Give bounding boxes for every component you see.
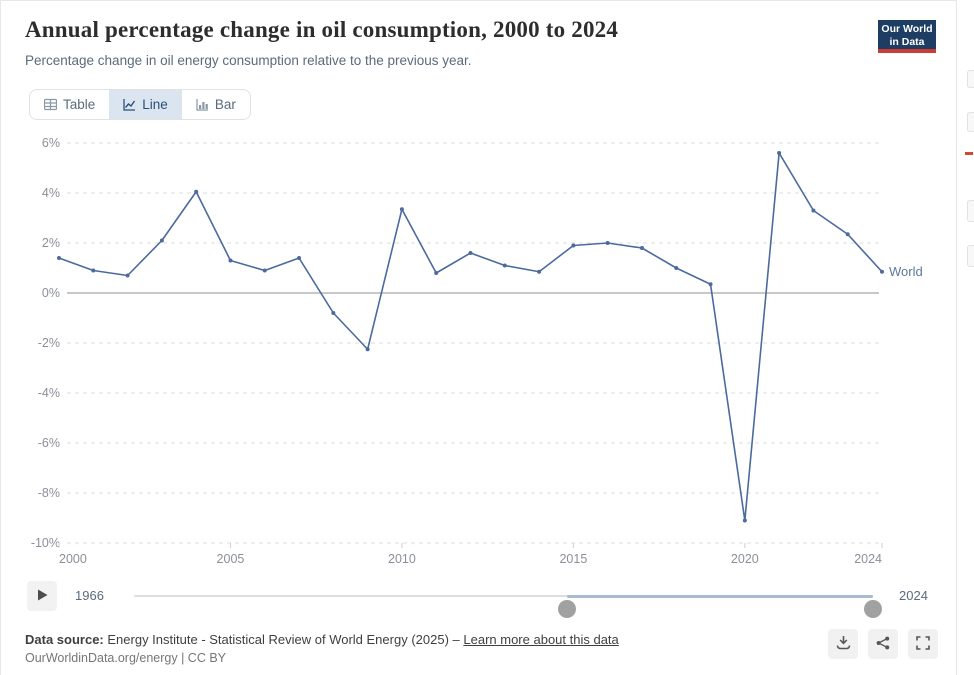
play-button[interactable]: [27, 581, 57, 611]
data-point: [399, 207, 404, 212]
tab-bar-label: Bar: [214, 97, 236, 112]
fullscreen-icon: [916, 635, 930, 653]
y-tick-label: 0%: [42, 286, 60, 300]
cutoff-panel: [967, 112, 974, 132]
data-point: [159, 238, 164, 243]
timeline-end-handle[interactable]: [864, 600, 882, 618]
owid-logo[interactable]: Our World in Data: [878, 20, 936, 53]
data-point: [365, 347, 370, 352]
timeline-slider[interactable]: [134, 594, 882, 618]
data-point: [297, 256, 302, 260]
y-tick-label: -4%: [38, 386, 60, 400]
share-button[interactable]: [868, 629, 898, 659]
tab-table[interactable]: Table: [30, 90, 109, 119]
data-point: [125, 273, 130, 278]
data-source-text: Energy Institute - Statistical Review of…: [107, 632, 449, 647]
download-button[interactable]: [828, 629, 858, 659]
y-tick-label: -8%: [38, 486, 60, 500]
y-tick-label: -6%: [38, 436, 60, 450]
download-icon: [836, 635, 851, 653]
chart-area[interactable]: 6% 4% 2% 0% -2% -4% -6% -8% -10% 2000 2005 2010 2015…: [1, 121, 957, 576]
fullscreen-button[interactable]: [908, 629, 938, 659]
cutoff-panel: [967, 200, 974, 222]
data-point: [674, 266, 679, 270]
owid-logo-line1: Our World: [881, 23, 933, 35]
page-subtitle: Percentage change in oil energy consumpt…: [25, 53, 472, 68]
data-point: [605, 241, 610, 245]
y-tick-label: -10%: [31, 536, 60, 550]
x-tick-label: 2000: [59, 552, 87, 566]
cutoff-panel: [967, 245, 974, 267]
data-point: [639, 246, 644, 250]
entity-label: World: [889, 264, 923, 279]
x-tick-label: 2015: [559, 552, 587, 566]
data-point: [811, 208, 816, 213]
tab-line-label: Line: [142, 97, 168, 112]
x-tick-label: 2005: [217, 552, 245, 566]
share-icon: [876, 636, 890, 653]
data-point: [502, 263, 507, 268]
x-tick-label: 2020: [731, 552, 759, 566]
y-tick-label: 4%: [42, 186, 60, 200]
data-point: [537, 269, 542, 274]
data-point: [434, 271, 439, 275]
learn-more-link[interactable]: Learn more about this data: [463, 632, 619, 647]
line-chart-icon: [123, 98, 136, 111]
data-point: [194, 189, 199, 194]
tab-table-label: Table: [63, 97, 96, 112]
data-point: [777, 151, 782, 155]
tab-bar[interactable]: Bar: [182, 90, 250, 119]
timeline-end-year: 2024: [899, 588, 928, 603]
timeline: 1966 2024: [1, 581, 957, 618]
timeline-start-year: 1966: [75, 588, 104, 603]
cutoff-accent: [965, 152, 973, 155]
cutoff-panel: [967, 70, 974, 88]
data-point: [57, 256, 61, 260]
data-source-separator: –: [452, 632, 460, 647]
line-chart: 6% 4% 2% 0% -2% -4% -6% -8% -10% 2000 2005 2010 2015…: [31, 136, 923, 566]
attribution-line: OurWorldinData.org/energy | CC BY: [25, 651, 227, 665]
data-point: [880, 269, 884, 274]
y-tick-label: 2%: [42, 236, 60, 250]
timeline-selected-range: [567, 594, 873, 598]
data-source-line: Data source: Energy Institute - Statisti…: [25, 632, 619, 647]
data-point: [742, 518, 747, 523]
timeline-start-handle[interactable]: [558, 600, 577, 618]
data-point: [845, 232, 850, 237]
y-tick-label: -2%: [38, 336, 60, 350]
data-point: [708, 282, 713, 287]
bar-chart-icon: [196, 98, 209, 111]
tab-line[interactable]: Line: [109, 90, 182, 119]
data-point: [262, 268, 267, 273]
page-title: Annual percentage change in oil consumpt…: [25, 17, 619, 42]
data-point: [331, 311, 336, 315]
data-point: [468, 251, 473, 255]
data-point: [228, 258, 233, 263]
data-point: [571, 243, 576, 248]
data-point: [91, 268, 96, 273]
play-icon: [37, 589, 48, 604]
series-line: [58, 152, 883, 522]
chart-type-tabs: Table Line Bar: [29, 89, 251, 120]
y-tick-label: 6%: [42, 136, 60, 150]
x-tick-label: 2024: [854, 552, 882, 566]
x-tick-label: 2010: [388, 552, 416, 566]
table-icon: [44, 98, 57, 111]
owid-logo-line2: in Data: [889, 36, 925, 48]
data-source-prefix: Data source:: [25, 632, 104, 647]
